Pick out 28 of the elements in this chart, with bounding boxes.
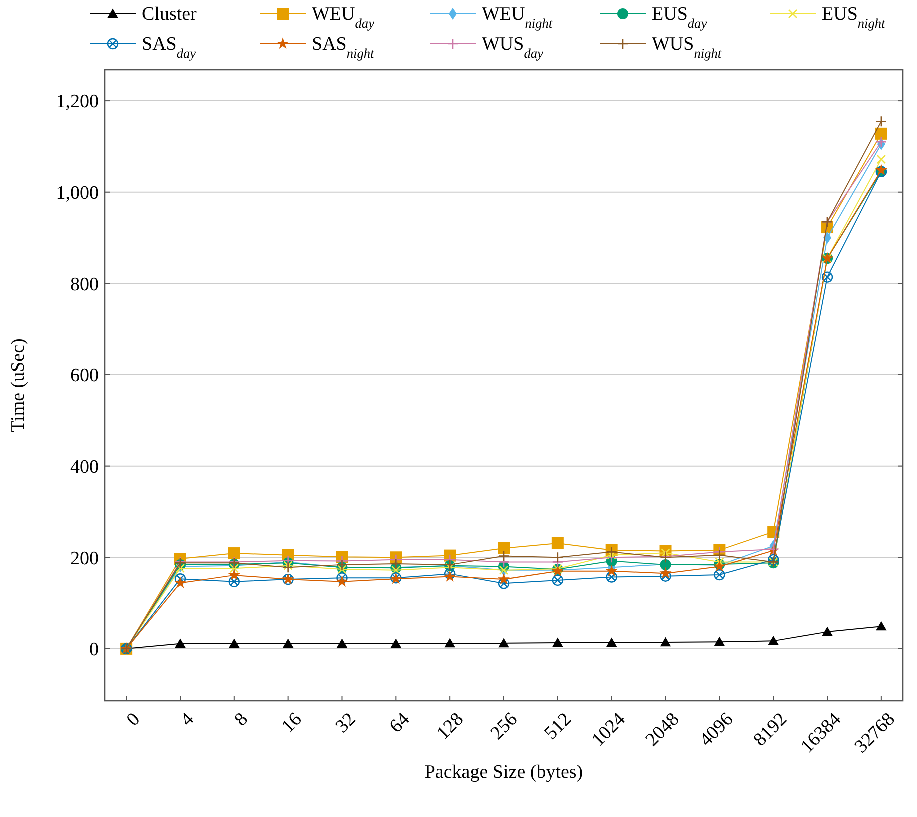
y-tick-label: 0	[90, 640, 99, 661]
x-tick-label: 512	[540, 709, 576, 744]
legend-label: WUS$_{night}$	[652, 34, 722, 60]
y-tick-label: 800	[70, 274, 99, 296]
x-axis-title: Package Size (bytes)	[424, 762, 584, 783]
legend-label: EUS$_{day}$	[652, 4, 708, 30]
y-tick-label: 600	[70, 366, 99, 387]
x-tick-label: 128	[433, 709, 468, 744]
y-tick-label: 400	[70, 456, 99, 478]
legend-label: SAS$_{night}$	[312, 34, 374, 60]
x-tick-label: 64	[386, 708, 414, 738]
legend-label: EUS$_{night}$	[822, 4, 886, 30]
x-tick-label: 32	[332, 709, 360, 738]
legend-label: WEU$_{night}$	[482, 4, 553, 30]
y-axis-title: Time (uSec)	[8, 338, 29, 432]
legend-label: WUS$_{day}$	[482, 34, 544, 60]
y-tick-label: 1,000	[56, 183, 99, 204]
y-tick-label: 1,200	[56, 92, 99, 113]
x-tick-label: 256	[486, 709, 522, 744]
legend-label: SAS$_{day}$	[142, 34, 196, 60]
x-tick-label: 8	[230, 709, 252, 731]
x-tick-label: 4	[176, 708, 199, 731]
y-tick-label: 200	[70, 548, 99, 570]
x-tick-label: 16	[278, 709, 306, 738]
legend-label: Cluster	[142, 4, 198, 25]
legend-label: WEU$_{day}$	[312, 4, 375, 30]
x-tick-label: 0	[122, 709, 145, 731]
x-tick-label: 8192	[750, 709, 792, 751]
